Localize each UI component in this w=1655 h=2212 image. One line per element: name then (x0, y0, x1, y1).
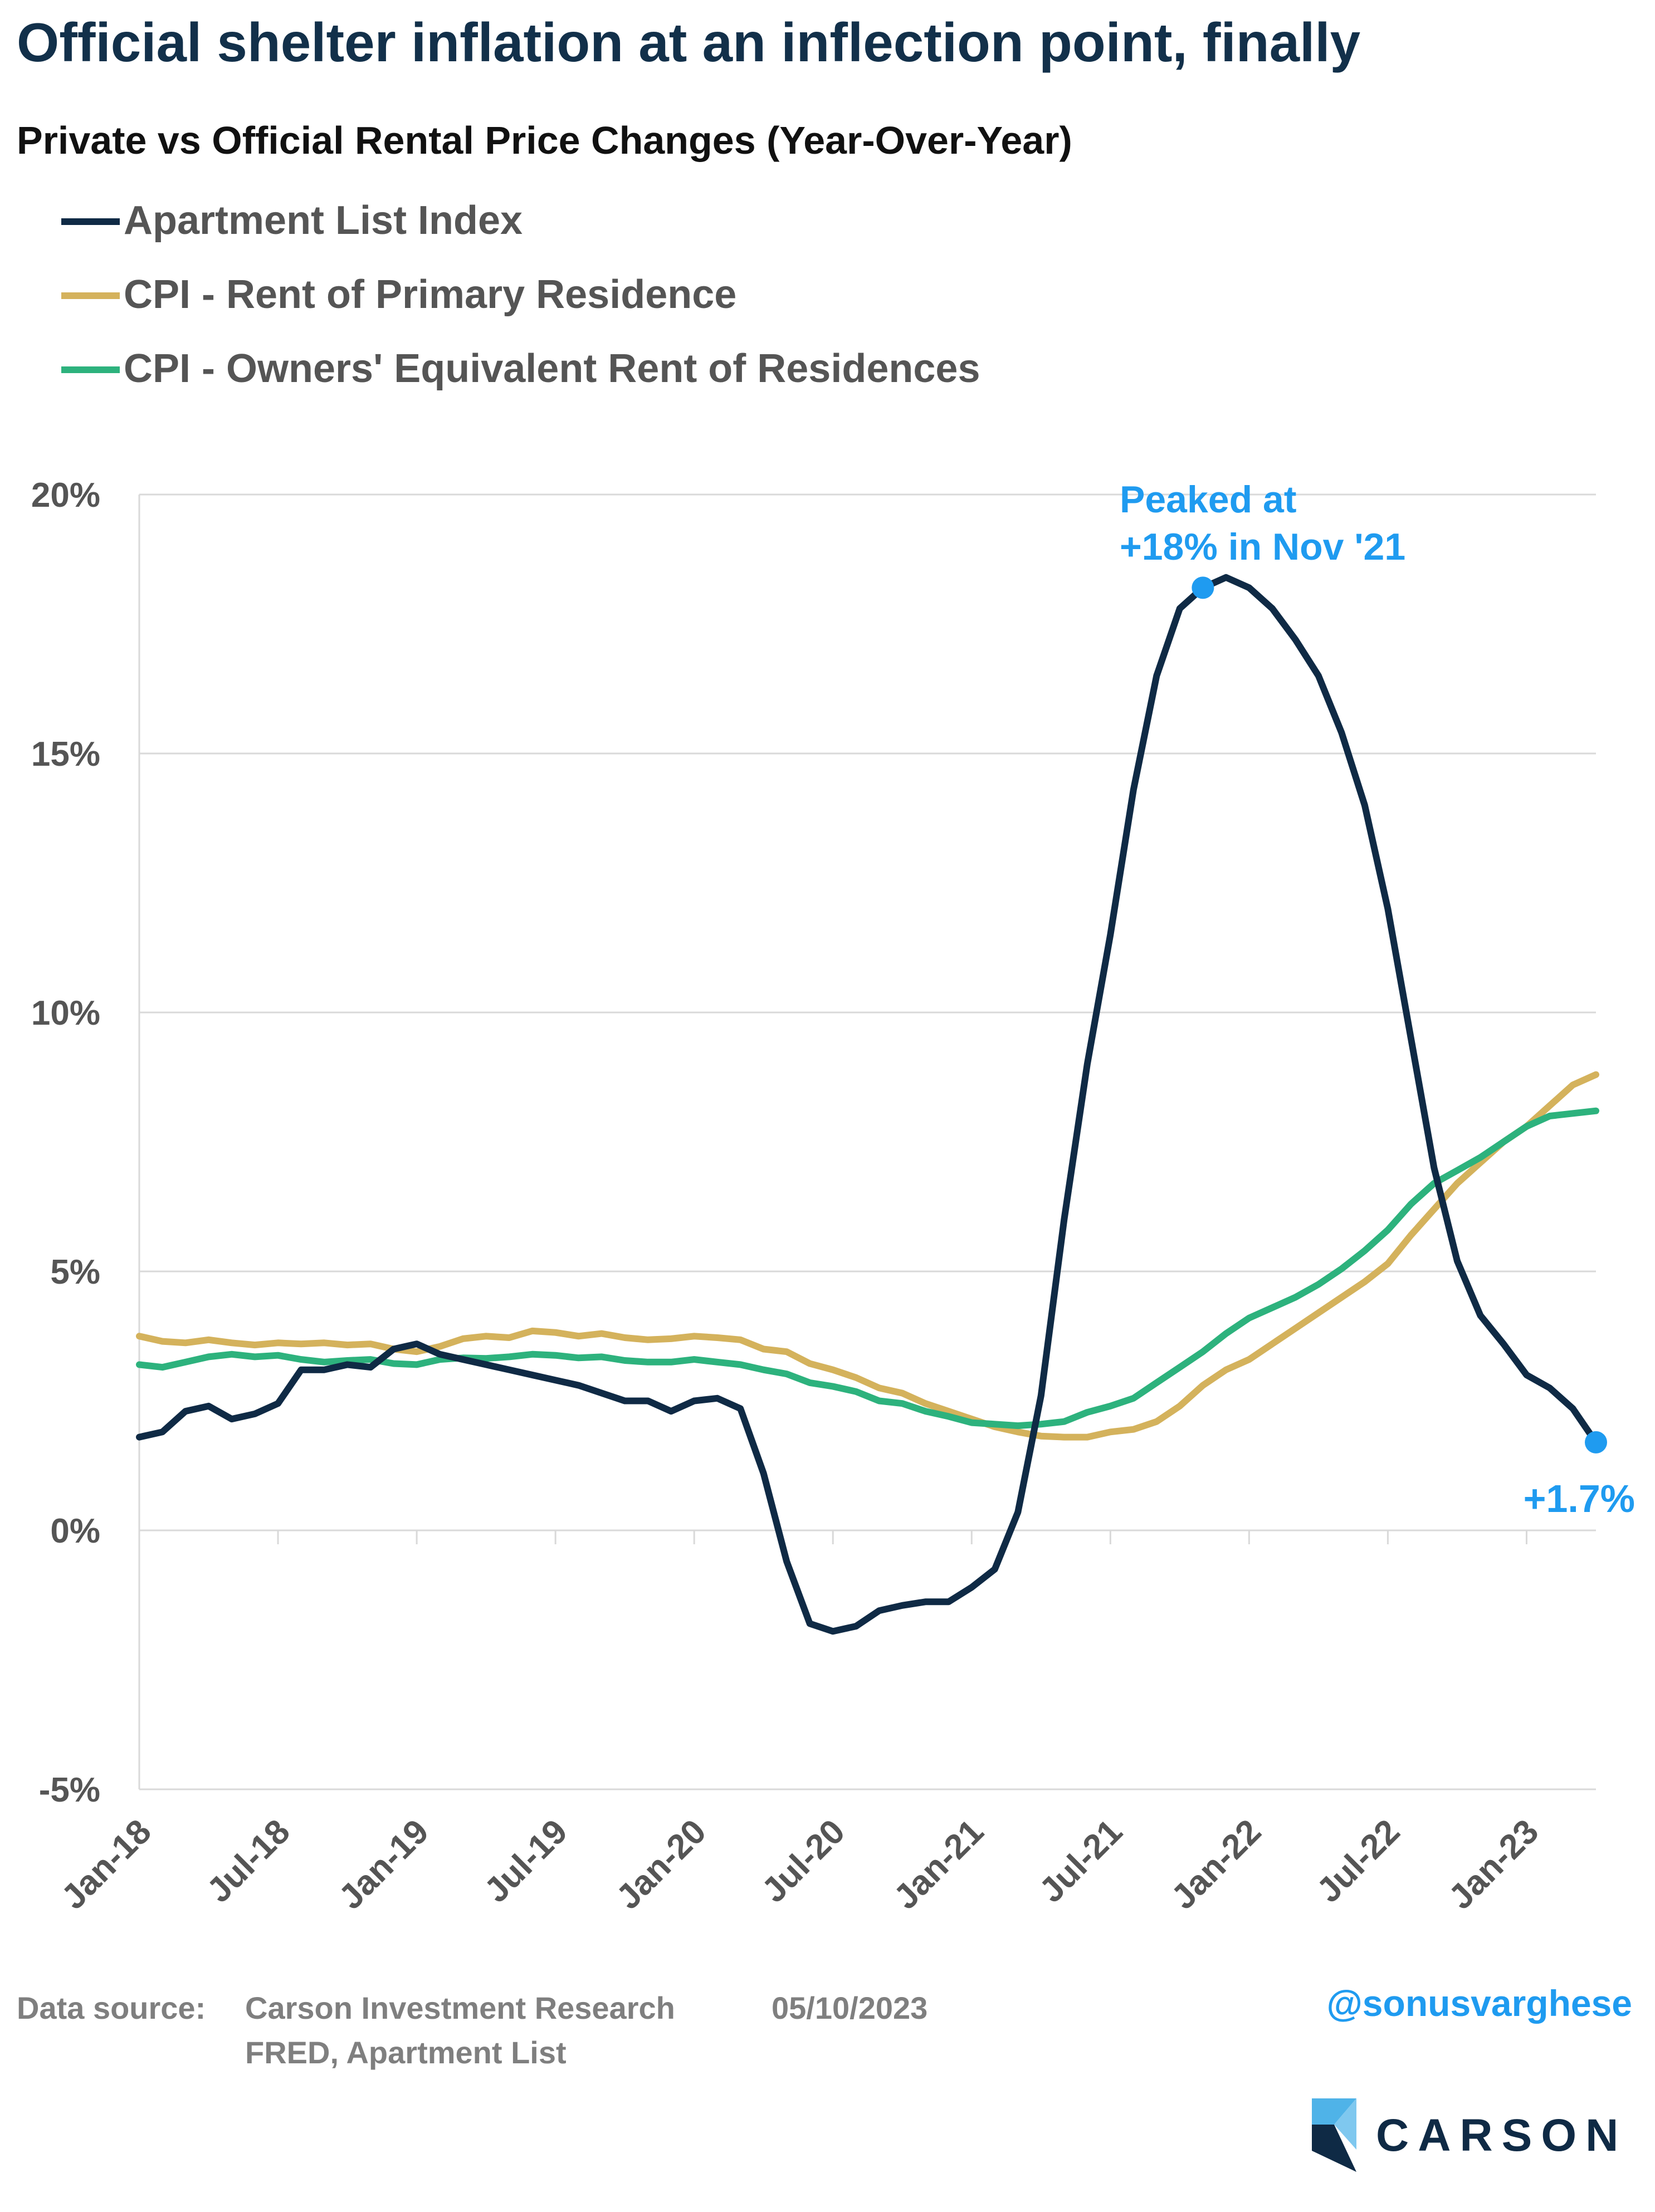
series-lines (136, 574, 1599, 1635)
x-tick-label: Jan-20 (609, 1812, 714, 1917)
x-tick-label: Jan-23 (1442, 1812, 1546, 1917)
x-tick-label: Jul-19 (477, 1812, 575, 1910)
carson-logo: CARSON (1312, 2098, 1627, 2172)
source-prefix: Data source: (17, 1990, 206, 2025)
y-axis: 20% 15% 10% 5% 0% -5% (31, 476, 100, 1809)
series-line-0 (136, 574, 1599, 1635)
annotation-label: +18% in Nov '21 (1120, 526, 1405, 568)
chart-subtitle: Private vs Official Rental Price Changes… (17, 119, 1072, 162)
series-line-1 (136, 1071, 1599, 1441)
x-tick-label: Jul-18 (199, 1812, 297, 1910)
annotation-label: Peaked at (1120, 478, 1297, 521)
source-date: 05/10/2023 (772, 1990, 927, 2025)
legend-label: CPI - Owners' Equivalent Rent of Residen… (124, 346, 980, 391)
x-tick-label: Jan-18 (54, 1812, 159, 1917)
legend: Apartment List Index CPI - Rent of Primar… (61, 198, 980, 391)
x-tick-label: Jul-21 (1032, 1812, 1130, 1910)
y-tick-label: 10% (31, 994, 100, 1032)
annotations: Peaked at +18% in Nov '21 +1.7% (1120, 478, 1635, 1520)
y-tick-label: 20% (31, 476, 100, 515)
y-tick-label: 15% (31, 735, 100, 774)
x-tick-label: Jul-22 (1310, 1812, 1408, 1910)
annotation-marker (1585, 1431, 1607, 1454)
annotation-label: +1.7% (1524, 1477, 1635, 1520)
x-axis: Jan-18 Jul-18 Jan-19 Jul-19 Jan-20 Jul-20 Jan-… (54, 495, 1596, 1917)
x-tick-label: Jan-19 (331, 1812, 436, 1917)
carson-brand-text: CARSON (1376, 2110, 1627, 2161)
y-tick-label: 0% (50, 1512, 100, 1550)
legend-label: Apartment List Index (124, 198, 523, 243)
x-tick-label: Jan-22 (1164, 1812, 1269, 1917)
chart-title: Official shelter inflation at an inflect… (17, 12, 1360, 73)
gridlines (139, 493, 1596, 1790)
legend-label: CPI - Rent of Primary Residence (124, 272, 736, 317)
x-tick-label: Jul-20 (755, 1812, 853, 1910)
source-line-2: FRED, Apartment List (245, 2035, 567, 2070)
y-tick-label: 5% (50, 1253, 100, 1291)
social-handle[interactable]: @sonusvarghese (1326, 1983, 1632, 2024)
source-line-1: Carson Investment Research (245, 1990, 675, 2025)
carson-logo-mark (1312, 2098, 1356, 2172)
x-tick-label: Jan-21 (886, 1812, 991, 1917)
annotation-marker (1192, 576, 1214, 599)
y-tick-label: -5% (39, 1771, 100, 1809)
